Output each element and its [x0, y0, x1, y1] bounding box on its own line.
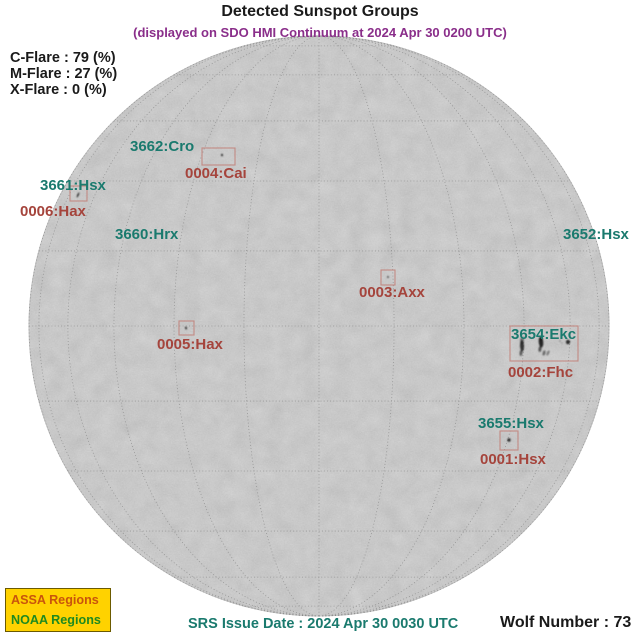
svg-text:M-Flare : 27 (%): M-Flare : 27 (%): [10, 66, 117, 82]
svg-text:0006:Hax: 0006:Hax: [20, 203, 87, 220]
svg-text:3655:Hsx: 3655:Hsx: [478, 415, 545, 432]
svg-text:Detected Sunspot Groups: Detected Sunspot Groups: [221, 3, 418, 20]
svg-text:(displayed on SDO HMI Continuu: (displayed on SDO HMI Continuum at 2024 …: [133, 25, 507, 40]
svg-text:Wolf Number : 73: Wolf Number : 73: [500, 614, 631, 631]
svg-text:3654:Ekc: 3654:Ekc: [511, 326, 576, 343]
svg-text:X-Flare : 0 (%): X-Flare : 0 (%): [10, 82, 107, 98]
svg-text:3662:Cro: 3662:Cro: [130, 138, 194, 155]
svg-text:0004:Cai: 0004:Cai: [185, 165, 247, 182]
svg-text:3652:Hsx: 3652:Hsx: [563, 226, 630, 243]
svg-text:C-Flare : 79 (%): C-Flare : 79 (%): [10, 50, 116, 66]
svg-text:0005:Hax: 0005:Hax: [157, 336, 224, 353]
svg-text:0002:Fhc: 0002:Fhc: [508, 364, 573, 381]
svg-text:SRS Issue Date : 2024 Apr 30 0: SRS Issue Date : 2024 Apr 30 0030 UTC: [188, 616, 459, 632]
svg-text:0003:Axx: 0003:Axx: [359, 284, 426, 301]
svg-text:0001:Hsx: 0001:Hsx: [480, 451, 547, 468]
svg-text:3660:Hrx: 3660:Hrx: [115, 226, 179, 243]
svg-text:3661:Hsx: 3661:Hsx: [40, 177, 107, 194]
